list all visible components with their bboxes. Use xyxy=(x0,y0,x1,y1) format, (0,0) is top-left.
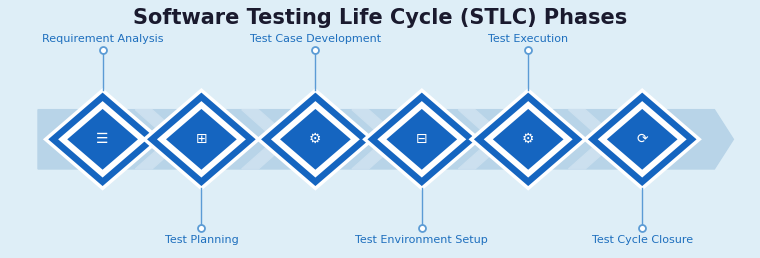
Polygon shape xyxy=(387,109,458,170)
Text: Software Testing Life Cycle (STLC) Phases: Software Testing Life Cycle (STLC) Phase… xyxy=(133,8,627,28)
Text: ⚙: ⚙ xyxy=(309,132,321,146)
Text: Test Case Development: Test Case Development xyxy=(250,34,381,44)
Text: Test Execution: Test Execution xyxy=(488,34,568,44)
Polygon shape xyxy=(271,101,359,178)
Polygon shape xyxy=(458,110,508,169)
Polygon shape xyxy=(597,101,687,178)
Polygon shape xyxy=(59,101,147,178)
Text: Requirement Analysis: Requirement Analysis xyxy=(42,34,163,44)
Polygon shape xyxy=(568,110,619,169)
Text: ⟳: ⟳ xyxy=(636,132,648,146)
Polygon shape xyxy=(135,110,185,169)
Polygon shape xyxy=(606,109,678,170)
Polygon shape xyxy=(471,90,585,188)
Polygon shape xyxy=(492,109,563,170)
Polygon shape xyxy=(157,101,246,178)
Polygon shape xyxy=(483,101,573,178)
Polygon shape xyxy=(365,90,479,188)
Text: Test Environment Setup: Test Environment Setup xyxy=(356,235,488,245)
Polygon shape xyxy=(258,90,372,188)
Text: ⊞: ⊞ xyxy=(195,132,207,146)
Text: ☰: ☰ xyxy=(97,132,109,146)
Text: Test Cycle Closure: Test Cycle Closure xyxy=(591,235,693,245)
Polygon shape xyxy=(38,110,733,169)
Polygon shape xyxy=(68,109,138,170)
Polygon shape xyxy=(144,90,258,188)
Polygon shape xyxy=(585,90,699,188)
Polygon shape xyxy=(280,109,350,170)
Text: Test Planning: Test Planning xyxy=(164,235,239,245)
Text: ⊟: ⊟ xyxy=(416,132,428,146)
Polygon shape xyxy=(242,110,292,169)
Polygon shape xyxy=(46,90,160,188)
Polygon shape xyxy=(378,101,467,178)
Polygon shape xyxy=(166,109,237,170)
Polygon shape xyxy=(352,110,402,169)
Text: ⚙: ⚙ xyxy=(522,132,534,146)
